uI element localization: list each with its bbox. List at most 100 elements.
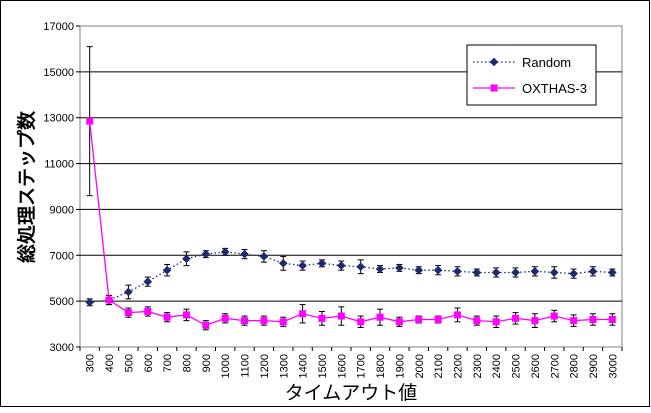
y-tick-label-15000: 15000 [43, 67, 74, 79]
series-line-2 [89, 121, 613, 326]
x-tick-label-500: 500 [123, 354, 135, 372]
data-point [260, 317, 268, 325]
x-tick-label-300: 300 [85, 354, 97, 372]
data-point [337, 261, 346, 270]
series-line-1 [89, 251, 613, 303]
data-point [433, 265, 443, 275]
y-tick-label-3000: 3000 [50, 342, 74, 354]
x-tick-label-1500: 1500 [317, 354, 329, 378]
data-point [86, 117, 94, 125]
legend-box [466, 44, 597, 106]
y-tick-label-13000: 13000 [43, 113, 74, 125]
data-point [608, 268, 617, 277]
data-point [414, 265, 424, 275]
data-point [395, 263, 404, 273]
data-point [163, 313, 171, 321]
x-tick-label-2800: 2800 [569, 354, 581, 378]
data-point [279, 318, 287, 326]
data-point [105, 296, 113, 304]
x-tick-label-2600: 2600 [530, 354, 542, 378]
data-point [492, 318, 500, 326]
data-point [241, 317, 249, 325]
data-point [162, 265, 172, 275]
x-tick-label-1000: 1000 [220, 354, 232, 378]
data-point [85, 297, 94, 307]
data-point [375, 264, 385, 274]
data-point [453, 267, 462, 276]
data-point [569, 269, 578, 278]
data-point [124, 287, 133, 297]
data-series [85, 46, 617, 331]
data-point [182, 254, 191, 264]
legend-marker-2 [490, 84, 498, 92]
x-tick-label-2700: 2700 [549, 354, 561, 378]
data-point [415, 315, 423, 323]
data-point [337, 312, 345, 320]
data-point [144, 307, 152, 315]
data-point [512, 314, 520, 322]
x-tick-label-900: 900 [201, 354, 213, 372]
y-tick-label-9000: 9000 [50, 204, 74, 216]
x-tick-label-1200: 1200 [259, 354, 271, 378]
x-tick-label-600: 600 [143, 354, 155, 372]
data-point [434, 315, 442, 323]
data-point [278, 259, 288, 268]
data-point [588, 267, 598, 276]
y-tick-label-17000: 17000 [43, 21, 74, 33]
y-tick-label-7000: 7000 [50, 250, 74, 262]
data-point [356, 262, 365, 272]
x-tick-label-800: 800 [181, 354, 193, 372]
legend-label-2: OXTHAS-3 [522, 81, 587, 96]
data-point [491, 268, 501, 277]
x-tick-label-1600: 1600 [336, 354, 348, 378]
data-point [589, 315, 597, 323]
x-tick-label-1100: 1100 [240, 354, 252, 378]
y-tick-label-11000: 11000 [44, 159, 74, 171]
data-point [531, 317, 539, 325]
data-point [317, 259, 327, 268]
data-point [357, 318, 365, 326]
x-tick-label-700: 700 [162, 354, 174, 372]
series-2 [86, 46, 616, 331]
data-point [240, 249, 249, 259]
data-point [202, 321, 210, 329]
y-axis-ticks: 3000 5000 7000 9000 11000 13000 15000 17000 [43, 21, 80, 354]
data-point [298, 261, 307, 270]
data-point [259, 252, 269, 261]
grid-lines [80, 71, 622, 302]
data-point [220, 247, 230, 257]
series-1 [85, 247, 617, 307]
data-point [299, 310, 307, 318]
x-tick-label-1400: 1400 [298, 354, 310, 378]
x-tick-label-1700: 1700 [356, 354, 368, 378]
data-point [511, 268, 520, 277]
data-point [549, 268, 559, 277]
x-tick-label-3000: 3000 [607, 354, 619, 378]
data-point [570, 317, 578, 325]
data-point [608, 315, 616, 323]
x-axis-label: タイムアウト値 [285, 382, 418, 404]
data-point [318, 314, 326, 322]
y-axis-label: 総処理ステップ数 [15, 110, 38, 263]
legend-label-1: Random [522, 55, 571, 70]
data-point [472, 268, 482, 277]
data-point [376, 313, 384, 321]
legend-marker-1 [489, 57, 499, 67]
x-tick-label-1900: 1900 [394, 354, 406, 378]
x-tick-label-2100: 2100 [433, 354, 445, 378]
x-tick-label-2200: 2200 [452, 354, 464, 378]
x-tick-label-2000: 2000 [414, 354, 426, 378]
x-tick-label-2500: 2500 [511, 354, 523, 378]
y-tick-label-5000: 5000 [50, 296, 74, 308]
data-point [453, 311, 461, 319]
x-tick-label-2900: 2900 [588, 354, 600, 378]
data-point [143, 277, 153, 286]
x-axis-ticks: 300 400 500 600 700 800 900 1000 1100 1200 1300 140… [79, 347, 623, 378]
x-tick-label-2400: 2400 [491, 354, 503, 378]
data-point [550, 312, 558, 320]
x-tick-label-400: 400 [104, 354, 116, 372]
x-tick-label-1300: 1300 [278, 354, 290, 378]
data-point [221, 314, 229, 322]
